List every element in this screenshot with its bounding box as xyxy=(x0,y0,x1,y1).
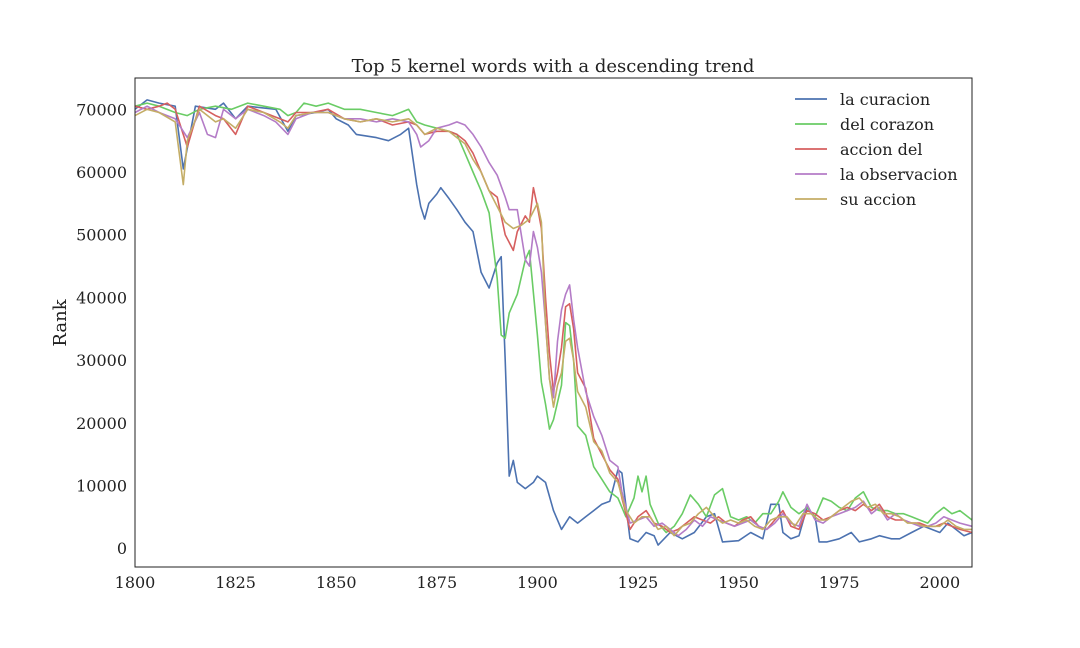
plot-frame xyxy=(134,77,973,568)
legend: la curacion del corazon accion del la obser… xyxy=(795,90,958,209)
legend-label: su accion xyxy=(840,190,916,209)
plot-lines xyxy=(134,99,973,546)
series-line-la-curacion xyxy=(134,99,973,546)
legend-label: accion del xyxy=(840,140,922,159)
y-tick-label: 10000 xyxy=(76,477,127,496)
y-tick-label: 50000 xyxy=(76,226,127,245)
series-line-su-accion xyxy=(134,108,972,537)
y-tick-label: 70000 xyxy=(76,100,127,119)
x-tick-label: 2000 xyxy=(919,573,960,592)
y-tick-labels: 0 10000 20000 30000 40000 50000 60000 70000 xyxy=(76,100,127,558)
y-axis-label: Rank xyxy=(50,298,71,346)
legend-label: la observacion xyxy=(840,165,958,184)
series-line-del-corazon xyxy=(134,102,973,534)
x-tick-label: 1950 xyxy=(718,573,759,592)
x-tick-label: 1850 xyxy=(316,573,357,592)
x-tick-label: 1975 xyxy=(819,573,860,592)
legend-label: la curacion xyxy=(840,90,930,109)
x-tick-label: 1875 xyxy=(416,573,457,592)
x-tick-label: 1825 xyxy=(215,573,256,592)
y-tick-label: 30000 xyxy=(76,351,127,370)
x-tick-label: 1925 xyxy=(618,573,659,592)
y-tick-label: 40000 xyxy=(76,288,127,307)
x-tick-label: 1800 xyxy=(115,573,156,592)
y-tick-label: 60000 xyxy=(76,163,127,182)
chart-title: Top 5 kernel words with a descending tre… xyxy=(352,56,755,77)
y-tick-label: 20000 xyxy=(76,414,127,433)
y-tick-label: 0 xyxy=(117,539,127,558)
x-tick-labels: 1800 1825 1850 1875 1900 1925 1950 1975 2000 xyxy=(115,573,961,592)
x-tick-label: 1900 xyxy=(517,573,558,592)
legend-label: del corazon xyxy=(840,115,934,134)
